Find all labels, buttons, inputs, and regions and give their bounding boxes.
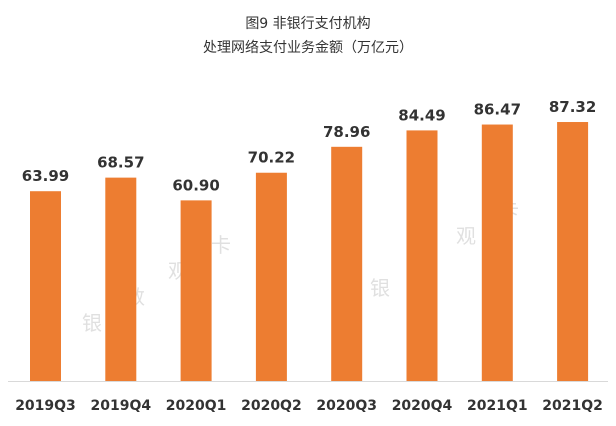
watermark-glyph: 卡 xyxy=(211,233,231,257)
bar-2021Q1 xyxy=(481,124,513,381)
watermark-glyph: 银 xyxy=(82,311,102,335)
category-label-2020Q4: 2020Q4 xyxy=(392,398,453,414)
category-label-2021Q1: 2021Q1 xyxy=(467,398,528,414)
bar-2020Q1 xyxy=(180,200,212,381)
chart-title: 图9 非银行支付机构 xyxy=(245,16,371,32)
chart-subtitle: 处理网络支付业务金额（万亿元） xyxy=(203,40,413,56)
bar-2019Q4 xyxy=(105,177,137,381)
watermark-glyph: 银 xyxy=(370,276,390,300)
value-label-2020Q4: 84.49 xyxy=(398,106,445,124)
watermark-glyph: 观 xyxy=(456,224,476,248)
value-label-2021Q2: 87.32 xyxy=(549,98,596,116)
value-label-2020Q2: 70.22 xyxy=(248,149,295,167)
value-label-2021Q1: 86.47 xyxy=(474,101,521,119)
category-label-2019Q3: 2019Q3 xyxy=(15,398,76,414)
category-label-2020Q3: 2020Q3 xyxy=(316,398,377,414)
category-label-2020Q1: 2020Q1 xyxy=(166,398,227,414)
bar-2020Q4 xyxy=(406,130,438,381)
category-label-2020Q2: 2020Q2 xyxy=(241,398,302,414)
category-label-2021Q2: 2021Q2 xyxy=(542,398,603,414)
bar-2020Q2 xyxy=(255,172,287,381)
bar-2021Q2 xyxy=(557,122,589,381)
bar-2020Q3 xyxy=(331,146,363,381)
bar-2019Q3 xyxy=(30,191,61,381)
value-label-2019Q4: 68.57 xyxy=(97,154,144,172)
category-label-2019Q4: 2019Q4 xyxy=(90,398,151,414)
value-label-2020Q3: 78.96 xyxy=(323,123,370,141)
value-label-2020Q1: 60.90 xyxy=(172,176,219,194)
value-label-2019Q3: 63.99 xyxy=(22,167,69,185)
